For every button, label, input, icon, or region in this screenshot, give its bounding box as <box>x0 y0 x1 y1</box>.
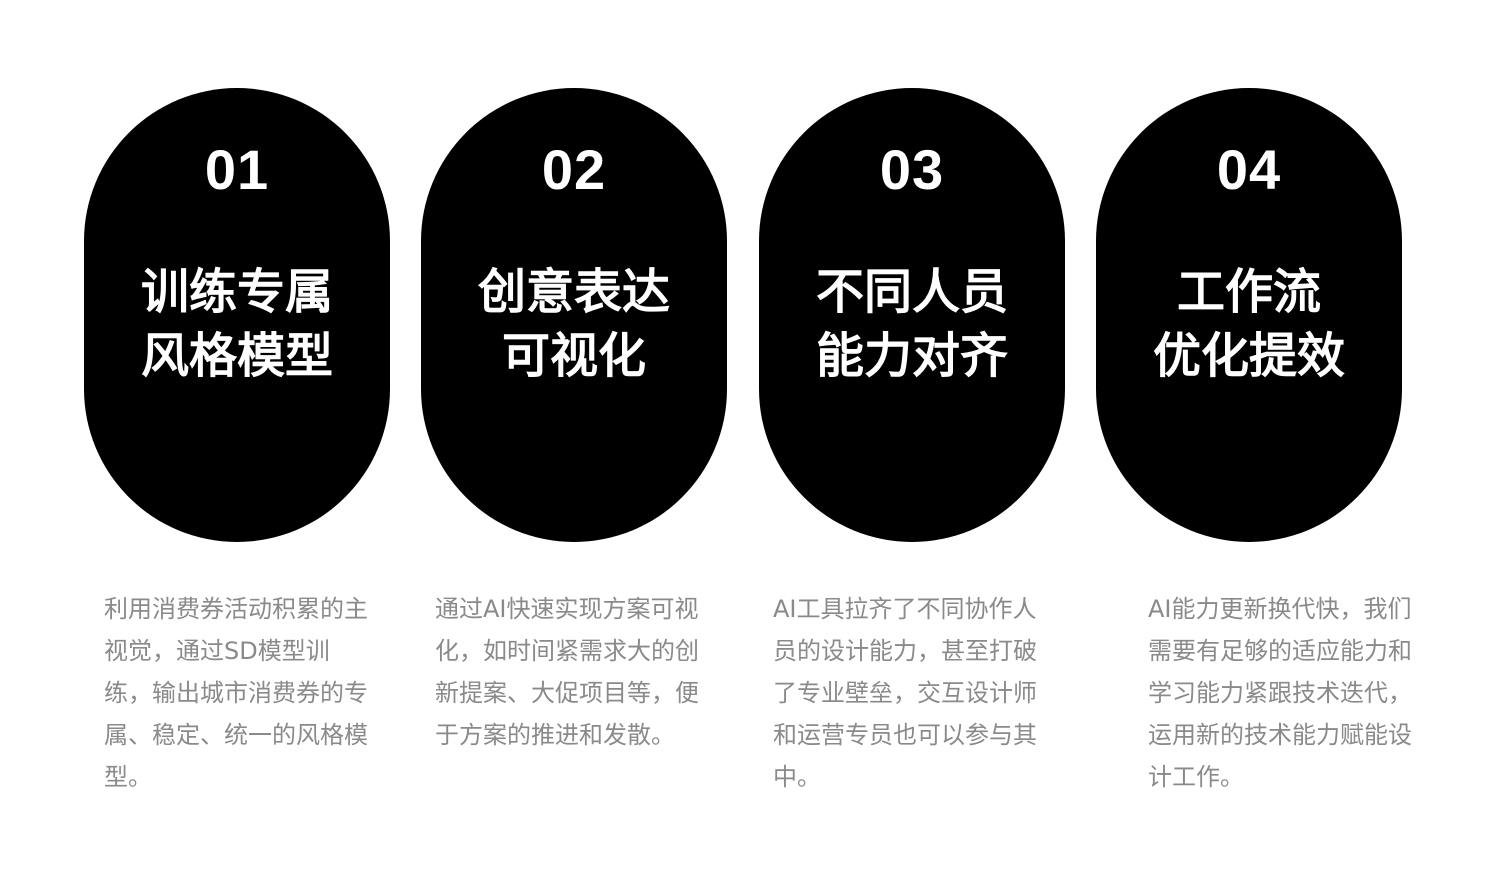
card-1-title: 训练专属 风格模型 <box>84 260 390 388</box>
card-3-description: AI工具拉齐了不同协作人员的设计能力，甚至打破了专业壁垒，交互设计师和运营专员也… <box>773 595 1037 791</box>
card-1-pill: 01 训练专属 风格模型 <box>84 88 390 542</box>
card-3-number: 03 <box>879 138 945 201</box>
card-3-title: 不同人员 能力对齐 <box>759 260 1065 388</box>
card-2-title-line-1: 创意表达 <box>477 264 670 320</box>
card-3-title-line-1: 不同人员 <box>815 264 1008 320</box>
card-4-title-line-2: 优化提效 <box>1152 328 1345 384</box>
card-2-number: 02 <box>541 138 607 201</box>
card-4-title-line-1: 工作流 <box>1176 264 1321 320</box>
card-4-title: 工作流 优化提效 <box>1096 260 1402 388</box>
card-2-description: 通过AI快速实现方案可视化，如时间紧需求大的创新提案、大促项目等，便于方案的推进… <box>435 595 699 749</box>
card-2-title: 创意表达 可视化 <box>421 260 727 388</box>
card-4-number: 04 <box>1216 138 1282 201</box>
card-4-description: AI能力更新换代快，我们需要有足够的适应能力和学习能力紧跟技术迭代，运用新的技术… <box>1148 595 1412 791</box>
card-1-title-line-2: 风格模型 <box>140 328 333 384</box>
card-1-number: 01 <box>204 138 270 201</box>
card-2-title-line-2: 可视化 <box>501 328 646 384</box>
card-4-pill: 04 工作流 优化提效 <box>1096 88 1402 542</box>
card-1-title-line-1: 训练专属 <box>140 264 333 320</box>
card-2-pill: 02 创意表达 可视化 <box>421 88 727 542</box>
card-3-pill: 03 不同人员 能力对齐 <box>759 88 1065 542</box>
card-3-title-line-2: 能力对齐 <box>815 328 1008 384</box>
card-1-description: 利用消费券活动积累的主视觉，通过SD模型训练，输出城市消费券的专属、稳定、统一的… <box>104 595 368 791</box>
